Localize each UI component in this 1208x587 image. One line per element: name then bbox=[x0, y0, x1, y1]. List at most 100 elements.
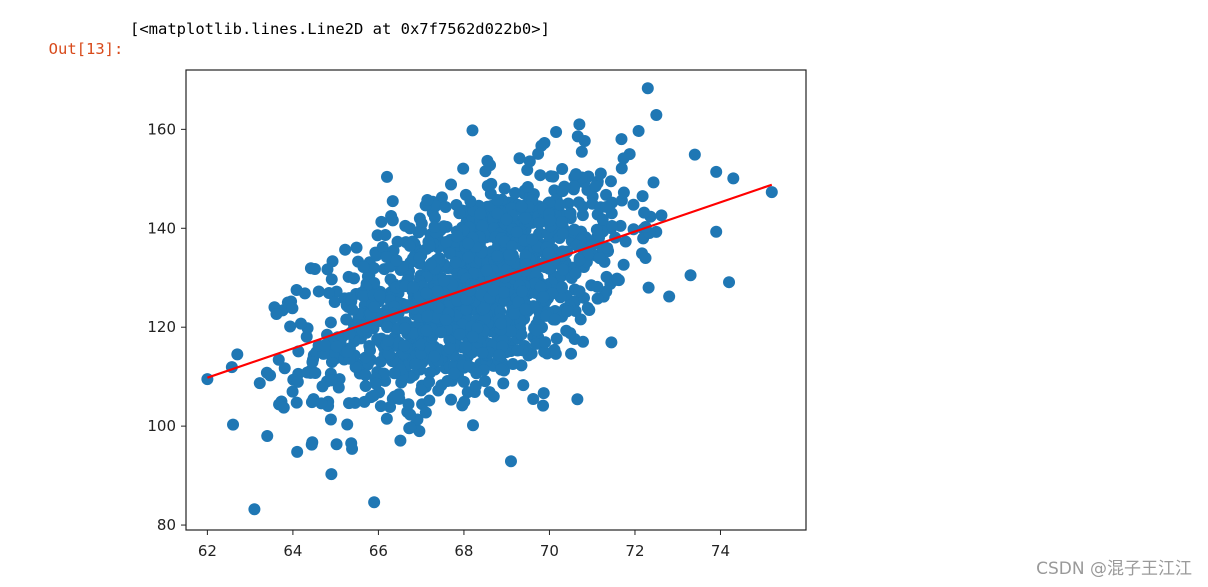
scatter-point bbox=[617, 258, 630, 271]
scatter-point bbox=[227, 418, 240, 431]
scatter-point bbox=[684, 269, 697, 282]
scatter-point bbox=[605, 336, 618, 349]
scatter-point bbox=[604, 175, 617, 188]
scatter-point bbox=[519, 212, 532, 225]
scatter-point bbox=[479, 165, 492, 178]
scatter-point bbox=[538, 136, 551, 149]
scatter-point bbox=[561, 305, 574, 318]
scatter-point bbox=[549, 313, 562, 326]
scatter-point bbox=[359, 369, 372, 382]
scatter-point bbox=[357, 290, 370, 303]
scatter-point bbox=[506, 358, 519, 371]
scatter-point bbox=[345, 437, 358, 450]
scatter-point bbox=[617, 152, 630, 165]
scatter-point bbox=[231, 348, 244, 361]
scatter-point bbox=[573, 254, 586, 267]
scatter-point bbox=[519, 303, 532, 316]
scatter-point bbox=[448, 367, 461, 380]
scatter-point bbox=[449, 256, 462, 269]
scatter-point bbox=[556, 228, 569, 240]
scatter-point bbox=[495, 363, 508, 376]
scatter-point bbox=[306, 356, 319, 369]
y-tick-label: 120 bbox=[147, 318, 176, 336]
y-tick-label: 160 bbox=[147, 120, 176, 138]
y-tick-label: 140 bbox=[147, 219, 176, 237]
scatter-point bbox=[556, 263, 569, 276]
scatter-point bbox=[294, 317, 307, 330]
scatter-point bbox=[555, 216, 568, 229]
scatter-point bbox=[591, 292, 604, 305]
watermark: CSDN @混子王江江 bbox=[1036, 559, 1192, 579]
regression-line-layer bbox=[207, 183, 773, 379]
scatter-point bbox=[556, 162, 569, 175]
scatter-point bbox=[523, 155, 536, 168]
scatter-point bbox=[325, 374, 338, 387]
scatter-point bbox=[462, 237, 475, 250]
scatter-point bbox=[420, 287, 433, 300]
scatter-point bbox=[445, 178, 458, 191]
scatter-point bbox=[542, 247, 555, 260]
axes-frame bbox=[185, 69, 807, 531]
scatter-point bbox=[370, 249, 383, 262]
scatter-point bbox=[487, 390, 500, 403]
scatter-point bbox=[481, 154, 494, 167]
scatter-point bbox=[462, 251, 475, 264]
scatter-point bbox=[369, 377, 382, 390]
scatter-point bbox=[606, 220, 618, 233]
scatter-point bbox=[497, 286, 510, 299]
scatter-point bbox=[440, 236, 453, 249]
scatter-point bbox=[596, 213, 609, 226]
scatter-point bbox=[639, 252, 652, 264]
scatter-point bbox=[345, 294, 358, 307]
scatter-point bbox=[508, 307, 521, 320]
scatter-point bbox=[388, 367, 401, 380]
scatter-point bbox=[544, 214, 557, 227]
scatter-point bbox=[470, 367, 483, 380]
scatter-point bbox=[550, 126, 563, 139]
scatter-point bbox=[727, 172, 740, 185]
scatter-point bbox=[510, 226, 523, 238]
scatter-point bbox=[341, 345, 354, 358]
x-tick-label: 70 bbox=[540, 542, 559, 560]
scatter-point bbox=[451, 230, 464, 243]
scatter-point bbox=[346, 303, 359, 316]
scatter-point bbox=[534, 169, 547, 182]
scatter-point bbox=[380, 412, 393, 425]
scatter-point bbox=[348, 272, 360, 285]
scatter-point bbox=[479, 375, 492, 388]
scatter-point bbox=[491, 207, 504, 220]
y-tick-label: 100 bbox=[147, 417, 176, 435]
scatter-point bbox=[330, 438, 343, 451]
scatter-points bbox=[201, 82, 778, 516]
scatter-point bbox=[530, 337, 543, 350]
output-prompt: Out[13]: bbox=[48, 40, 124, 58]
scatter-point bbox=[487, 284, 500, 297]
scatter-point bbox=[414, 347, 427, 360]
scatter-point bbox=[445, 393, 458, 406]
scatter-point bbox=[493, 349, 506, 362]
scatter-point bbox=[547, 170, 560, 183]
x-tick-label: 62 bbox=[198, 542, 217, 560]
scatter-point bbox=[392, 390, 404, 403]
scatter-point bbox=[591, 280, 604, 293]
scatter-point bbox=[415, 384, 428, 397]
scatter-point bbox=[424, 366, 437, 379]
scatter-point bbox=[481, 179, 494, 192]
scatter-point bbox=[497, 377, 510, 390]
scatter-point bbox=[573, 118, 586, 131]
scatter-point bbox=[638, 206, 651, 219]
scatter-point bbox=[533, 217, 546, 230]
scatter-point bbox=[568, 180, 581, 193]
scatter-point bbox=[368, 496, 381, 509]
scatter-point bbox=[617, 186, 630, 199]
scatter-point bbox=[569, 267, 582, 280]
scatter-point bbox=[277, 401, 290, 414]
scatter-point bbox=[428, 211, 441, 224]
scatter-point bbox=[341, 418, 354, 431]
scatter-point bbox=[538, 345, 551, 358]
scatter-point bbox=[305, 438, 318, 451]
scatter-point bbox=[466, 124, 479, 137]
scatter-point bbox=[458, 395, 471, 408]
scatter-point bbox=[655, 209, 668, 222]
scatter-point bbox=[537, 387, 550, 400]
